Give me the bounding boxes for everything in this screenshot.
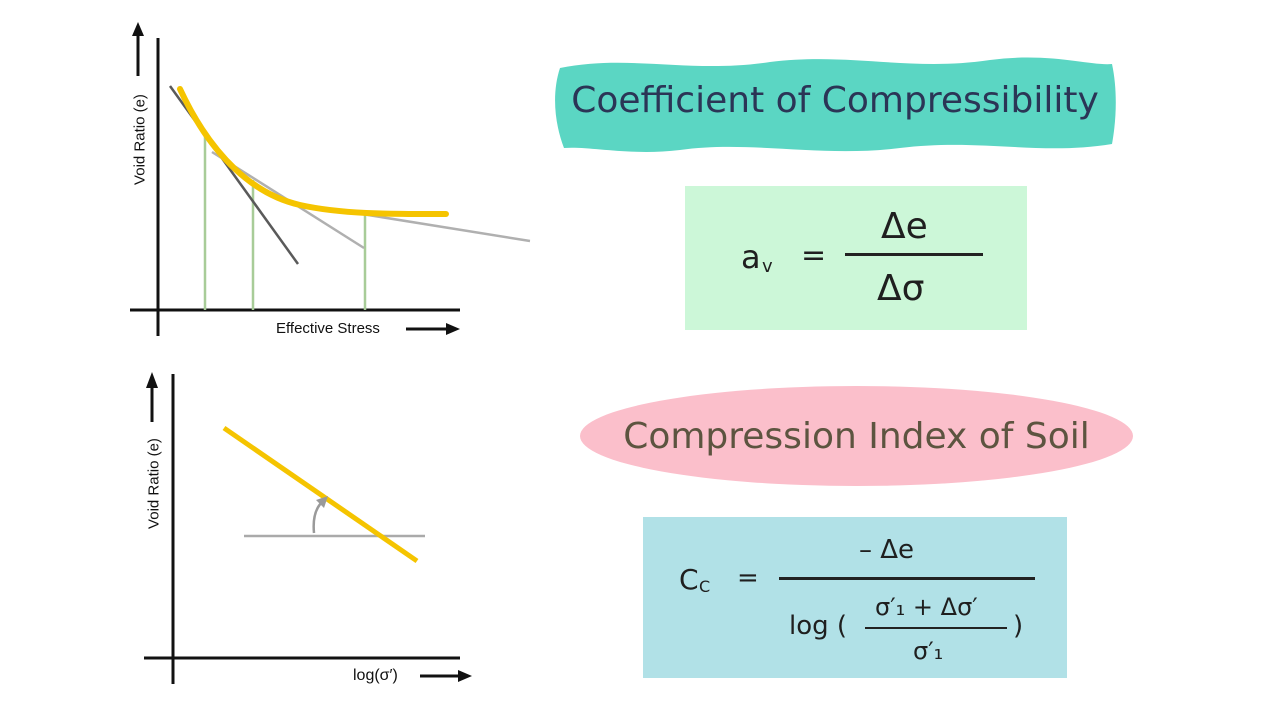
cc-fraction-bar bbox=[779, 577, 1035, 580]
compressibility-graph bbox=[130, 22, 531, 336]
cc-numerator: – Δe bbox=[859, 535, 915, 565]
cc-log: log ( bbox=[789, 611, 848, 641]
compressibility-formula-box: a v = Δe Δσ bbox=[685, 186, 1027, 330]
x-arrow-head-2 bbox=[458, 670, 472, 682]
cc-equals: = bbox=[737, 563, 759, 593]
virgin-compression-line bbox=[222, 425, 419, 564]
angle-arc bbox=[312, 501, 323, 534]
bottom-xlabel: log(σ′) bbox=[353, 667, 398, 684]
cc-inner-denominator: σ′₁ bbox=[913, 637, 944, 665]
compression-index-graph bbox=[144, 372, 472, 684]
compression-index-banner: Compression Index of Soil bbox=[580, 396, 1133, 476]
cc-subscript: C bbox=[699, 577, 711, 596]
av-denominator: Δσ bbox=[877, 268, 925, 309]
compression-index-formula-box: C C = – Δe log ( σ′₁ + Δσ′ σ′₁ ) bbox=[643, 517, 1067, 678]
teal-banner-shape bbox=[555, 57, 1116, 152]
compression-curve bbox=[177, 86, 449, 218]
av-equals: = bbox=[801, 238, 827, 273]
x-arrow-head bbox=[446, 323, 460, 335]
compression-index-title: Compression Index of Soil bbox=[623, 415, 1090, 457]
cc-inner-numerator: σ′₁ + Δσ′ bbox=[875, 593, 978, 621]
cc-close-paren: ) bbox=[1013, 611, 1024, 641]
bottom-ylabel: Void Ratio (e) bbox=[145, 438, 163, 529]
y-arrow-head bbox=[132, 22, 144, 36]
compressibility-banner: Coefficient of Compressibility bbox=[555, 60, 1115, 140]
y-arrow-head-2 bbox=[146, 372, 158, 388]
av-fraction-bar bbox=[845, 253, 983, 256]
compressibility-title: Coefficient of Compressibility bbox=[571, 79, 1099, 121]
pink-banner-shape bbox=[580, 386, 1133, 486]
angle-arrow-head bbox=[316, 496, 328, 508]
av-subscript: v bbox=[762, 256, 773, 277]
av-symbol: a bbox=[741, 238, 761, 276]
av-numerator: Δe bbox=[881, 206, 928, 247]
cc-symbol: C bbox=[679, 563, 699, 596]
cc-inner-fraction-bar bbox=[865, 627, 1007, 629]
top-xlabel: Effective Stress bbox=[276, 320, 380, 337]
